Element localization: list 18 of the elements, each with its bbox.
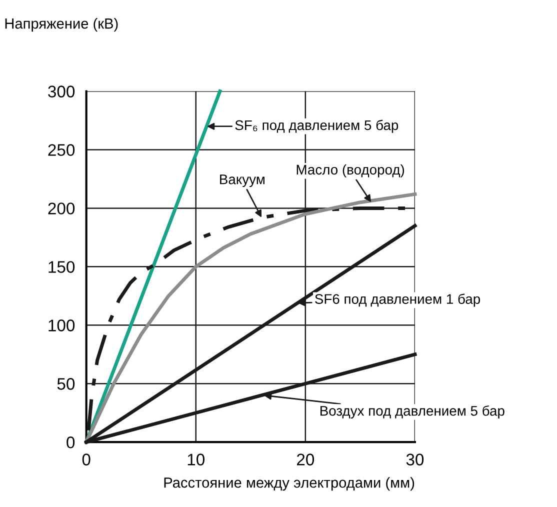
annotation: Масло (водород) [296,164,404,178]
y-tick-label: 300 [48,86,75,98]
annotation: Воздух под давлением 5 бар [320,405,504,419]
x-tick-label: 20 [296,454,314,466]
x-axis-title: Расстояние между электродами (мм) [164,477,414,491]
y-tick-label: 200 [48,202,75,214]
annotation: SF6 под давлением 1 бар [315,294,480,307]
y-tick-label: 150 [48,261,75,273]
y-tick-label: 250 [48,144,75,156]
y-tick-label: 50 [57,378,75,390]
y-axis-title: Напряжение (кВ) [5,18,118,32]
annotation: SF₆ под давлением 5 бар [235,120,398,133]
x-tick-label: 30 [406,454,424,466]
annotation: Вакуум [220,174,264,188]
y-tick-label: 100 [48,320,75,332]
x-tick-label: 0 [82,454,90,466]
x-tick-label: 10 [188,454,204,466]
y-tick-label: 0 [66,436,75,448]
